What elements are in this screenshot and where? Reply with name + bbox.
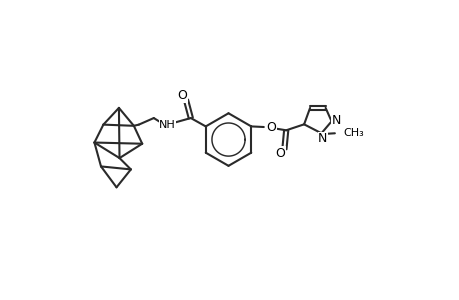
Text: N: N — [318, 132, 327, 145]
Text: NH: NH — [159, 120, 175, 130]
Text: N: N — [331, 114, 340, 127]
Text: CH₃: CH₃ — [342, 128, 363, 138]
Text: O: O — [177, 89, 187, 102]
Text: O: O — [265, 121, 275, 134]
Text: O: O — [274, 147, 285, 160]
